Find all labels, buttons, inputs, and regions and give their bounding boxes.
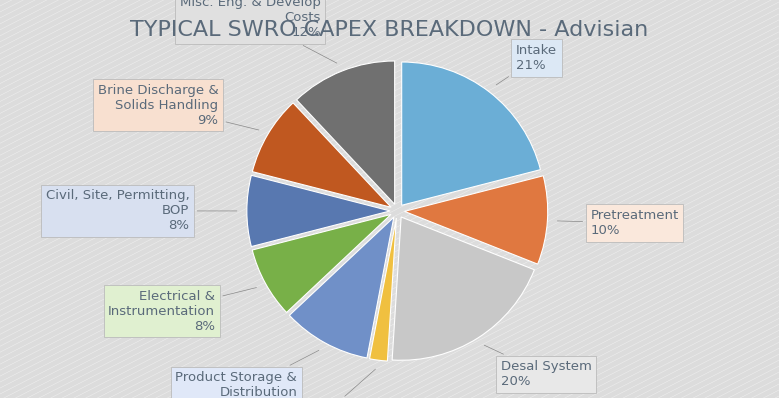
Text: Desal System
20%: Desal System 20%: [485, 345, 592, 388]
Text: Post Treatment
2%: Post Treatment 2%: [271, 369, 375, 398]
Wedge shape: [402, 62, 541, 205]
Wedge shape: [392, 217, 534, 360]
Wedge shape: [289, 217, 394, 358]
Text: Product Storage &
Distribution
10%: Product Storage & Distribution 10%: [175, 350, 319, 398]
Text: TYPICAL SWRO CAPEX BREAKDOWN - Advisian: TYPICAL SWRO CAPEX BREAKDOWN - Advisian: [130, 20, 649, 40]
Wedge shape: [297, 61, 395, 204]
Wedge shape: [252, 215, 391, 312]
Text: Brine Discharge &
Solids Handling
9%: Brine Discharge & Solids Handling 9%: [97, 84, 259, 130]
Text: Intake
21%: Intake 21%: [496, 44, 557, 85]
Text: Misc. Eng. & Develop
Costs
12%: Misc. Eng. & Develop Costs 12%: [180, 0, 337, 63]
Wedge shape: [252, 103, 391, 207]
Wedge shape: [369, 218, 397, 361]
Wedge shape: [404, 176, 548, 264]
Wedge shape: [247, 175, 390, 247]
Text: Electrical &
Instrumentation
8%: Electrical & Instrumentation 8%: [108, 287, 256, 332]
Text: Civil, Site, Permitting,
BOP
8%: Civil, Site, Permitting, BOP 8%: [46, 189, 237, 232]
Text: Pretreatment
10%: Pretreatment 10%: [557, 209, 679, 237]
